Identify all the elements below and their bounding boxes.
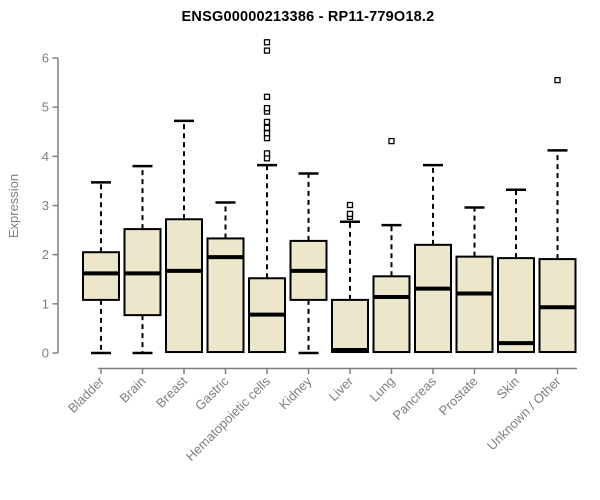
chart-title: ENSG00000213386 - RP11-779O18.2	[181, 9, 435, 25]
outlier-hematopoietic-cells-0	[263, 155, 271, 162]
outlier-hematopoietic-cells-3	[263, 130, 271, 137]
x-tick-label-breast: Breast	[153, 373, 190, 410]
x-tick-label-kidney: Kidney	[276, 373, 315, 412]
box-skin	[497, 257, 535, 354]
y-tick-label-4: 4	[42, 149, 49, 164]
x-tick-label-liver: Liver	[326, 373, 357, 404]
x-tick-label-gastric: Gastric	[192, 373, 232, 413]
box-prostate	[455, 255, 494, 354]
outlier-liver-2	[346, 201, 354, 209]
outlier-hematopoietic-cells-2	[263, 134, 271, 142]
outlier-hematopoietic-cells-7	[263, 105, 271, 112]
x-tick-label-prostate: Prostate	[436, 374, 481, 419]
y-tick-label-2: 2	[42, 247, 49, 262]
outlier-unknown-other-0	[554, 76, 561, 84]
outlier-hematopoietic-cells-9	[263, 47, 271, 54]
outlier-liver-1	[346, 210, 354, 218]
outlier-hematopoietic-cells-5	[263, 118, 271, 126]
x-tick-label-unknown-other: Unknown / Other	[484, 373, 564, 453]
outlier-hematopoietic-cells-8	[263, 93, 271, 100]
outlier-lung-0	[388, 137, 395, 145]
y-tick-label-3: 3	[42, 198, 49, 213]
x-tick-label-bladder: Bladder	[65, 373, 108, 416]
outlier-hematopoietic-cells-1	[263, 150, 271, 157]
x-tick-label-skin: Skin	[494, 374, 522, 402]
y-tick-label-1: 1	[42, 296, 49, 311]
box-liver	[331, 298, 369, 354]
y-tick-label-6: 6	[42, 51, 49, 66]
y-tick-label-5: 5	[42, 100, 49, 115]
box-bladder	[82, 251, 120, 301]
x-tick-label-lung: Lung	[367, 374, 398, 405]
box-lung	[372, 275, 411, 354]
box-breast	[165, 218, 203, 354]
x-tick-label-brain: Brain	[117, 374, 149, 406]
outlier-hematopoietic-cells-10	[263, 39, 271, 46]
outlier-hematopoietic-cells-4	[263, 124, 271, 131]
y-tick-label-0: 0	[42, 346, 49, 361]
box-pancreas	[414, 243, 452, 354]
x-tick-label-pancreas: Pancreas	[390, 373, 440, 423]
